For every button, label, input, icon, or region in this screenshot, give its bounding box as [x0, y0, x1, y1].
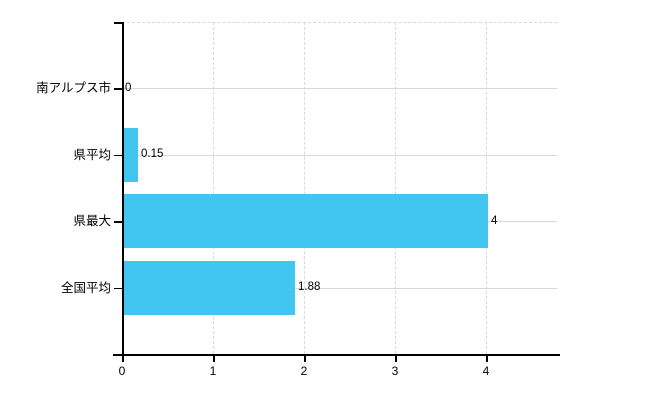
- y-axis-tick: [114, 88, 122, 90]
- x-axis-tick: [122, 356, 124, 362]
- bar-4: [124, 260, 295, 315]
- x-axis-line: [113, 354, 560, 356]
- x-axis-tick: [395, 356, 397, 362]
- category-label: 南アルプス市: [36, 81, 111, 96]
- y-axis-tick: [114, 221, 122, 223]
- vertical-gridline: [395, 22, 396, 354]
- vertical-gridline: [304, 22, 305, 354]
- category-label: 全国平均: [60, 280, 111, 295]
- x-axis-tick: [486, 356, 488, 362]
- x-tick-label: 2: [300, 364, 308, 378]
- bar-value-label: 0.15: [141, 148, 164, 161]
- bar-2: [124, 127, 138, 182]
- bar-value-label: 4: [491, 214, 498, 227]
- bar-value-label: 0: [125, 81, 132, 94]
- horizontal-gridline: [122, 88, 557, 90]
- y-axis-line: [122, 22, 124, 354]
- horizontal-gridline: [122, 154, 557, 156]
- x-tick-label: 0: [118, 364, 126, 378]
- vertical-gridline: [486, 22, 487, 354]
- x-tick-label: 1: [209, 364, 217, 378]
- bar-value-label: 1.88: [298, 281, 321, 294]
- vertical-gridline: [213, 22, 214, 354]
- x-tick-label: 3: [391, 364, 399, 378]
- bar-3: [124, 194, 488, 249]
- y-axis-tick: [114, 287, 122, 290]
- horizontal-gridline: [122, 287, 557, 289]
- plot-top-border: [122, 22, 557, 23]
- x-axis-tick: [213, 356, 215, 362]
- x-tick-label: 4: [482, 364, 490, 378]
- category-label: 県最大: [73, 214, 111, 229]
- y-axis-tick: [114, 154, 122, 157]
- y-axis-tick: [114, 22, 122, 24]
- category-label: 県平均: [73, 147, 111, 162]
- x-axis-tick: [304, 356, 306, 362]
